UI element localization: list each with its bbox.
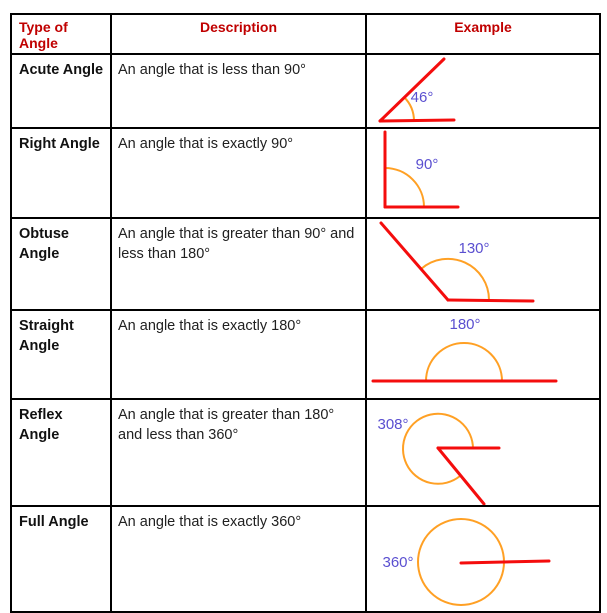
table-row-obtuse: Obtuse Angle An angle that is greater th… — [10, 217, 601, 311]
header-type-of-angle: Type of Angle — [10, 13, 112, 55]
angle-value-label: 46° — [411, 89, 434, 106]
reflex-angle-diagram: 308° — [377, 412, 501, 504]
angle-ray — [436, 446, 486, 504]
example-cell: 130° — [365, 217, 601, 311]
type-label: Reflex Angle — [10, 398, 112, 507]
angle-arc — [425, 342, 503, 382]
example-cell: 360° — [365, 505, 601, 613]
angle-value-label: 90° — [416, 156, 439, 173]
type-label: Straight Angle — [10, 309, 112, 400]
angle-types-table: Type of Angle Description Example Acute … — [10, 13, 601, 613]
example-cell: 46° — [365, 53, 601, 129]
angle-value-label: 308° — [377, 416, 408, 433]
example-cell: 308° — [365, 398, 601, 507]
angle-ray — [378, 57, 446, 123]
table-row-full: Full Angle An angle that is exactly 360°… — [10, 505, 601, 613]
table-row-acute: Acute Angle An angle that is less than 9… — [10, 53, 601, 129]
angle-arc — [384, 167, 425, 208]
description-text: An angle that is exactly 180° — [110, 309, 367, 400]
type-label: Full Angle — [10, 505, 112, 613]
full-angle-diagram: 360° — [382, 518, 551, 606]
angle-ray — [378, 118, 456, 123]
angle-ray — [379, 221, 450, 302]
example-cell: 90° — [365, 127, 601, 219]
description-text: An angle that is less than 90° — [110, 53, 367, 129]
type-label: Right Angle — [10, 127, 112, 219]
example-cell: 180° — [365, 309, 601, 400]
description-text: An angle that is greater than 90° and le… — [110, 217, 367, 311]
description-text: An angle that is greater than 180° and l… — [110, 398, 367, 507]
type-label: Acute Angle — [10, 53, 112, 129]
angle-ray — [459, 559, 551, 565]
header-description: Description — [110, 13, 367, 55]
obtuse-angle-diagram: 130° — [379, 221, 535, 303]
right-angle-diagram: 90° — [383, 130, 460, 209]
angle-value-label: 130° — [458, 240, 489, 257]
header-example: Example — [365, 13, 601, 55]
table-row-right: Right Angle An angle that is exactly 90°… — [10, 127, 601, 219]
angle-value-label: 180° — [449, 316, 480, 333]
angle-value-label: 360° — [382, 554, 413, 571]
straight-angle-diagram: 180° — [371, 316, 558, 383]
header-row: Type of Angle Description Example — [10, 13, 601, 55]
angle-ray — [446, 298, 535, 303]
table-row-reflex: Reflex Angle An angle that is greater th… — [10, 398, 601, 507]
description-text: An angle that is exactly 90° — [110, 127, 367, 219]
type-label: Obtuse Angle — [10, 217, 112, 311]
description-text: An angle that is exactly 360° — [110, 505, 367, 613]
acute-angle-diagram: 46° — [378, 57, 456, 123]
angle-arc — [420, 257, 491, 301]
table-row-straight: Straight Angle An angle that is exactly … — [10, 309, 601, 400]
angle-arc — [402, 412, 475, 485]
